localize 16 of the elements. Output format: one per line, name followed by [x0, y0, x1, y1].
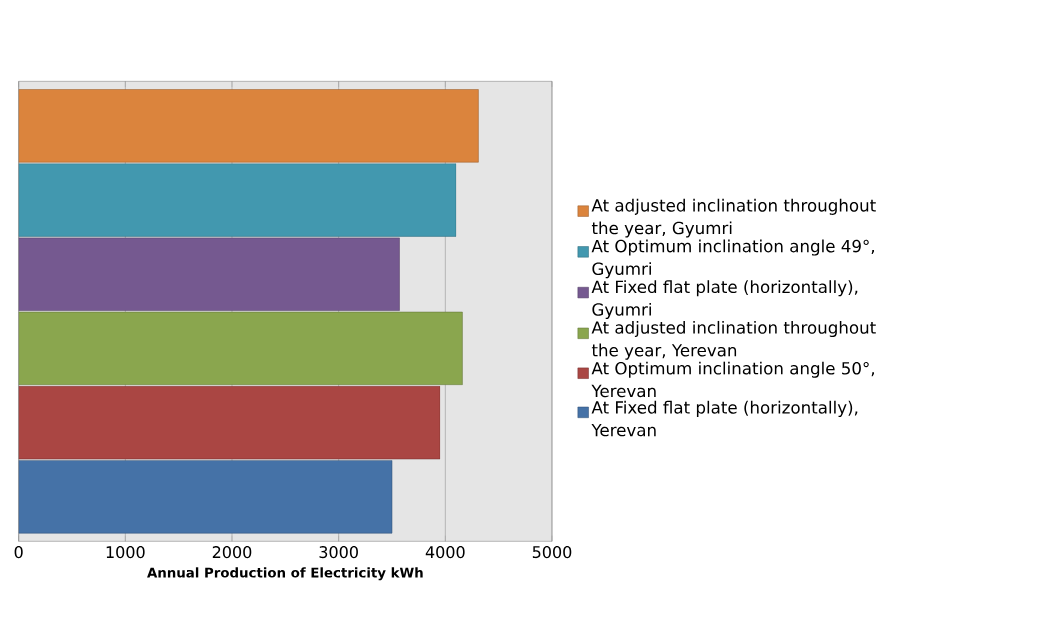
x-tick-label: 0	[14, 546, 23, 559]
x-tick-label: 5000	[532, 546, 572, 559]
bar	[18, 89, 479, 163]
legend-label: At adjusted inclination throughout the year, Yerevan	[591, 320, 876, 360]
legend-label: At adjusted inclination throughout the year, Gyumri	[591, 198, 876, 238]
x-axis-title: Annual Production of Electricity kWh	[147, 567, 423, 581]
bar	[18, 237, 400, 311]
x-tick-label: 3000	[319, 546, 358, 559]
x-tick-label: 2000	[212, 546, 252, 559]
legend-label: At Optimum inclination angle 50°, Yerevan	[591, 361, 874, 398]
x-tick-label: 4000	[425, 546, 465, 559]
legend-label: At Fixed flat plate (horizontally), Yerevan	[591, 400, 858, 437]
legend-label: At Fixed flat plate (horizontally), Gyumri	[591, 280, 858, 320]
bar	[18, 163, 457, 237]
legend-label: At Optimum inclination angle 49°, Gyumri	[591, 239, 874, 279]
x-tick-label: 1000	[106, 546, 145, 559]
